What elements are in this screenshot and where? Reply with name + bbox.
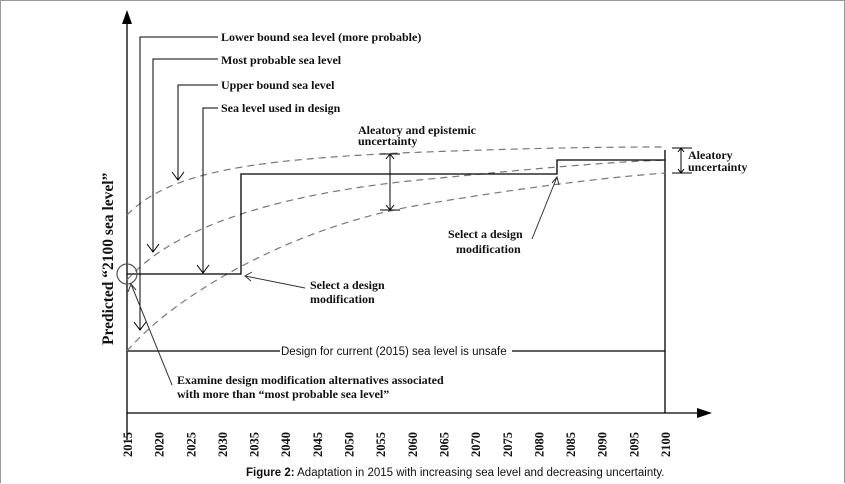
select-mod-2-line1: Select a design (448, 227, 523, 241)
select-mod-1-line1: Select a design (310, 278, 385, 292)
select-mod-2-line2: modification (456, 242, 521, 256)
caption-text: Adaptation in 2015 with increasing sea l… (295, 467, 665, 479)
ae-label-line1: Aleatory and epistemic (358, 123, 477, 137)
design-level-leader-arrow (196, 264, 210, 274)
upper-bound-leader-arrow (171, 171, 185, 181)
select-mod-2-leader (531, 176, 558, 240)
x-tick-label: 2070 (469, 432, 483, 457)
x-tick-label: 2060 (406, 432, 420, 457)
x-tick-label: 2015 (121, 432, 135, 457)
x-tick-label: 2045 (311, 432, 325, 457)
lower-bound-leader (139, 36, 218, 330)
unsafe-label: Design for current (2015) sea level is u… (281, 346, 507, 358)
select-mod-1-arrow (244, 271, 253, 282)
select-mod-1-leader (244, 275, 306, 289)
x-tick-label: 2095 (627, 432, 641, 457)
x-tick-label: 2020 (153, 432, 167, 457)
a-arrow-up (677, 147, 685, 153)
legend-most-probable: Most probable sea level (221, 53, 342, 67)
x-tick-label: 2050 (343, 432, 357, 457)
most-probable-leader-arrow (146, 243, 160, 253)
x-tick-label: 2075 (501, 432, 515, 457)
ae-arrow-up (385, 153, 395, 160)
x-tick-label: 2055 (374, 432, 388, 457)
examine-line1: Examine design modification alternatives… (177, 373, 444, 387)
x-tick-label: 2080 (532, 432, 546, 457)
legend-lower-bound: Lower bound sea level (more probable) (221, 30, 421, 44)
select-mod-1-line2: modification (310, 292, 375, 306)
x-tick-label: 2040 (279, 432, 293, 457)
examine-arrow (127, 283, 137, 293)
x-tick-label: 2030 (216, 432, 230, 457)
figure-caption: Figure 2: Adaptation in 2015 with increa… (246, 467, 665, 479)
examine-line2: with more than “most probable sea level” (177, 387, 389, 401)
examine-leader (130, 283, 173, 386)
decision-point-circle (116, 263, 138, 285)
a-label-line2: uncertainty (688, 160, 747, 174)
most-probable-leader (152, 58, 218, 252)
caption-label: Figure 2: (246, 467, 295, 479)
lower-bound-curve (126, 172, 666, 352)
lower-bound-leader-arrow (133, 321, 147, 331)
a-arrow-down (677, 168, 685, 174)
x-axis-arrowhead (697, 408, 712, 418)
x-tick-label: 2035 (248, 432, 262, 457)
ae-arrow-down (385, 204, 395, 211)
upper-bound-curve (126, 146, 666, 216)
x-tick-label: 2065 (437, 432, 451, 457)
y-axis-label: Predicted “2100 sea level” (100, 172, 117, 345)
x-tick-labels: 2015 2020 2025 2030 2035 2040 2045 2050 2055 2060… (121, 432, 673, 457)
a-label-line1: Aleatory (688, 148, 733, 162)
select-mod-2-arrow (551, 175, 560, 186)
design-level-leader (202, 107, 218, 273)
legend-upper-bound: Upper bound sea level (221, 78, 335, 92)
upper-bound-leader (177, 84, 218, 180)
most-probable-curve (126, 159, 666, 281)
ae-label-line2: uncertainty (358, 134, 417, 148)
legend-design-level: Sea level used in design (221, 101, 341, 115)
x-tick-label: 2090 (596, 432, 610, 457)
x-tick-label: 2100 (659, 432, 673, 457)
design-sea-level-line (127, 159, 665, 275)
x-tick-label: 2025 (184, 432, 198, 457)
y-axis-arrowhead (122, 10, 132, 24)
x-tick-label: 2085 (564, 432, 578, 457)
